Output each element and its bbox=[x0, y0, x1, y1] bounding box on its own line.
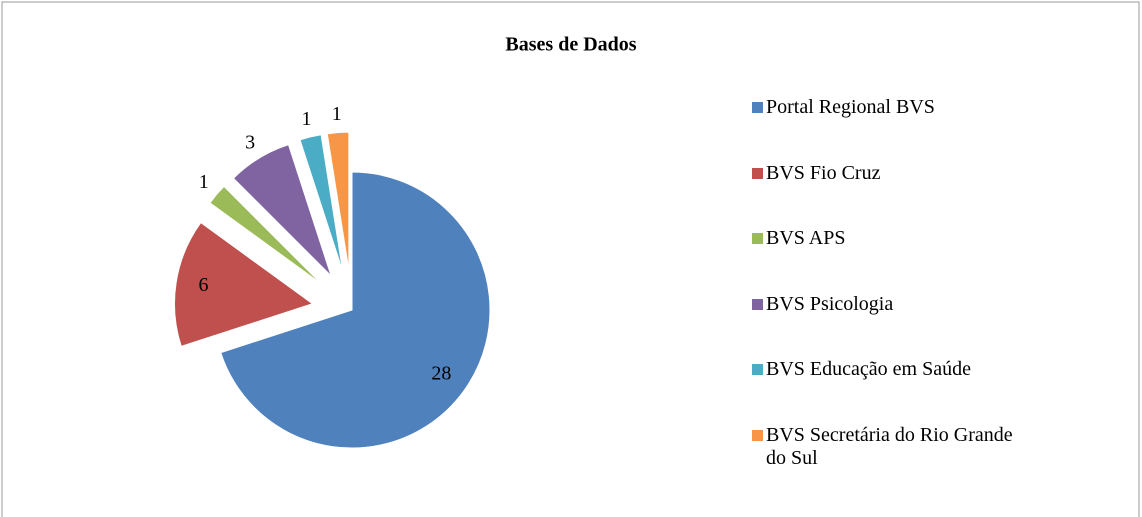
legend-label: BVS APS bbox=[766, 227, 846, 250]
pie-slice bbox=[232, 144, 332, 277]
data-label: 28 bbox=[431, 362, 451, 384]
legend-label: BVS Secretária do Rio Grande do Sul bbox=[766, 423, 1013, 469]
legend-swatch bbox=[752, 298, 763, 310]
legend-item: BVS Fio Cruz bbox=[752, 162, 1022, 228]
legend-swatch bbox=[752, 167, 763, 179]
pie-slice bbox=[174, 221, 314, 348]
legend-swatch bbox=[752, 102, 763, 113]
legend-item: Portal Regional BVS bbox=[752, 96, 1022, 162]
data-label: 1 bbox=[301, 108, 311, 130]
legend-label: BVS Psicologia bbox=[766, 292, 894, 315]
legend-label: Portal Regional BVS bbox=[766, 96, 935, 118]
legend-label: BVS Fio Cruz bbox=[766, 161, 881, 184]
pie-slice bbox=[326, 131, 350, 271]
legend-item: BVS Psicologia bbox=[752, 293, 1022, 359]
data-label: 1 bbox=[199, 171, 209, 193]
legend-swatch bbox=[752, 233, 763, 245]
legend-swatch bbox=[752, 429, 763, 441]
data-label: 1 bbox=[332, 103, 342, 125]
data-label: 3 bbox=[245, 131, 255, 153]
pie-slice bbox=[209, 185, 322, 285]
legend: Portal Regional BVS BVS Fio Cruz BVS APS BV… bbox=[752, 96, 1022, 490]
pie-slice bbox=[220, 171, 491, 449]
legend-item: BVS Secretária do Rio Grande do Sul bbox=[752, 424, 1022, 490]
data-label: 6 bbox=[198, 274, 208, 296]
pie-slice bbox=[299, 134, 344, 272]
legend-item: BVS Educação em Saúde bbox=[752, 358, 1022, 424]
chart-title: Bases de Dados bbox=[505, 34, 636, 56]
legend-item: BVS APS bbox=[752, 227, 1022, 293]
legend-swatch bbox=[752, 364, 763, 376]
legend-label: BVS Educação em Saúde bbox=[766, 358, 971, 381]
